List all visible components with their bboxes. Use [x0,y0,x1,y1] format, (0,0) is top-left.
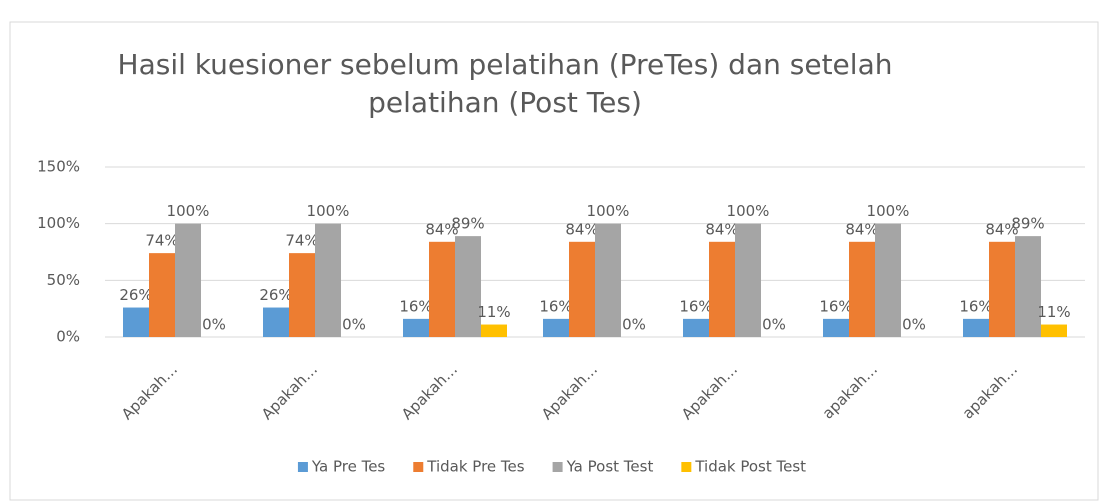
data-label: 89% [451,215,484,233]
legend-label: Ya Pre Tes [311,458,386,476]
data-label: 0% [762,316,786,334]
y-tick-label: 0% [56,328,80,346]
data-label: 16% [959,297,992,315]
bar [289,253,315,337]
data-label: 74% [145,232,178,250]
legend-label: Tidak Post Test [694,458,806,476]
bar [849,241,875,337]
data-label: 0% [342,316,366,334]
bar [429,241,455,337]
bar [683,318,709,337]
data-label: 84% [705,220,738,238]
data-label: 100% [587,202,630,220]
data-label: 84% [845,220,878,238]
data-label: 11% [477,303,510,321]
legend-swatch [552,462,563,472]
bar [595,223,621,337]
bar [569,241,595,337]
legend-swatch [681,462,692,472]
data-label: 100% [727,202,770,220]
data-label: 89% [1011,215,1044,233]
bar [175,223,201,337]
chart-title: pelatihan (Post Tes) [368,86,642,119]
y-tick-label: 50% [47,271,80,289]
legend-label: Tidak Pre Tes [426,458,524,476]
bar [823,318,849,337]
bar [481,324,507,337]
data-label: 26% [119,286,152,304]
bar [403,318,429,337]
legend-label: Ya Post Test [566,458,654,476]
data-label: 16% [539,297,572,315]
bar [963,318,989,337]
data-label: 84% [425,220,458,238]
data-label: 74% [285,232,318,250]
data-label: 11% [1037,303,1070,321]
bar [263,307,289,337]
y-tick-label: 150% [37,158,80,176]
bar [709,241,735,337]
data-label: 100% [167,202,210,220]
data-label: 16% [679,297,712,315]
data-label: 16% [399,297,432,315]
data-label: 84% [565,220,598,238]
data-label: 0% [622,316,646,334]
legend-swatch [297,462,308,472]
chart-title: Hasil kuesioner sebelum pelatihan (PreTe… [118,48,893,81]
data-label: 0% [902,316,926,334]
data-label: 84% [985,220,1018,238]
bar [1041,324,1067,337]
bar [123,307,149,337]
data-label: 100% [307,202,350,220]
bar [875,223,901,337]
bar [315,223,341,337]
bar [149,253,175,337]
data-label: 26% [259,286,292,304]
bar [735,223,761,337]
data-label: 16% [819,297,852,315]
bar [455,236,481,337]
y-tick-label: 100% [37,214,80,232]
data-label: 0% [202,316,226,334]
legend-swatch [413,462,424,472]
bar [989,241,1015,337]
data-label: 100% [867,202,910,220]
bar [543,318,569,337]
bar [1015,236,1041,337]
